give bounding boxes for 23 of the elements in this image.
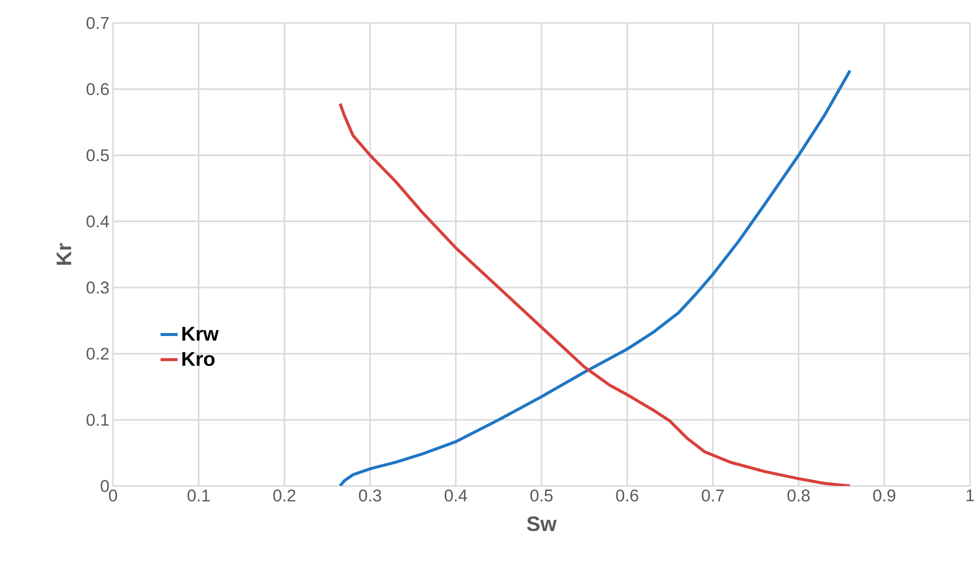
y-tick-label: 0.5 bbox=[86, 149, 109, 162]
legend-label: Krw bbox=[182, 326, 219, 341]
y-axis-title: Kr bbox=[56, 243, 72, 265]
x-tick-label: 1 bbox=[966, 490, 974, 502]
legend-label: Kro bbox=[182, 352, 215, 366]
y-tick-label: 0.4 bbox=[86, 215, 109, 228]
x-tick-label: 0 bbox=[108, 490, 118, 502]
y-tick-label: 0.2 bbox=[86, 348, 109, 360]
x-tick-label: 0.8 bbox=[787, 490, 810, 502]
x-tick-label: 0.5 bbox=[530, 490, 553, 502]
x-tick-label: 0.3 bbox=[358, 490, 382, 502]
x-axis-title: Sw bbox=[527, 516, 557, 532]
x-tick-label: 0.9 bbox=[873, 490, 896, 502]
y-tick-label: 0 bbox=[100, 480, 109, 492]
y-tick-label: 0.1 bbox=[86, 414, 109, 426]
y-tick-label: 0.3 bbox=[86, 282, 109, 294]
x-tick-label: 0.7 bbox=[702, 490, 724, 502]
x-tick-label: 0.1 bbox=[188, 490, 210, 502]
y-tick-label: 0.7 bbox=[86, 16, 109, 29]
y-tick-label: 0.6 bbox=[86, 83, 109, 96]
x-tick-label: 0.4 bbox=[444, 490, 468, 502]
x-tick-label: 0.2 bbox=[273, 490, 296, 502]
x-tick-label: 0.6 bbox=[616, 490, 638, 502]
